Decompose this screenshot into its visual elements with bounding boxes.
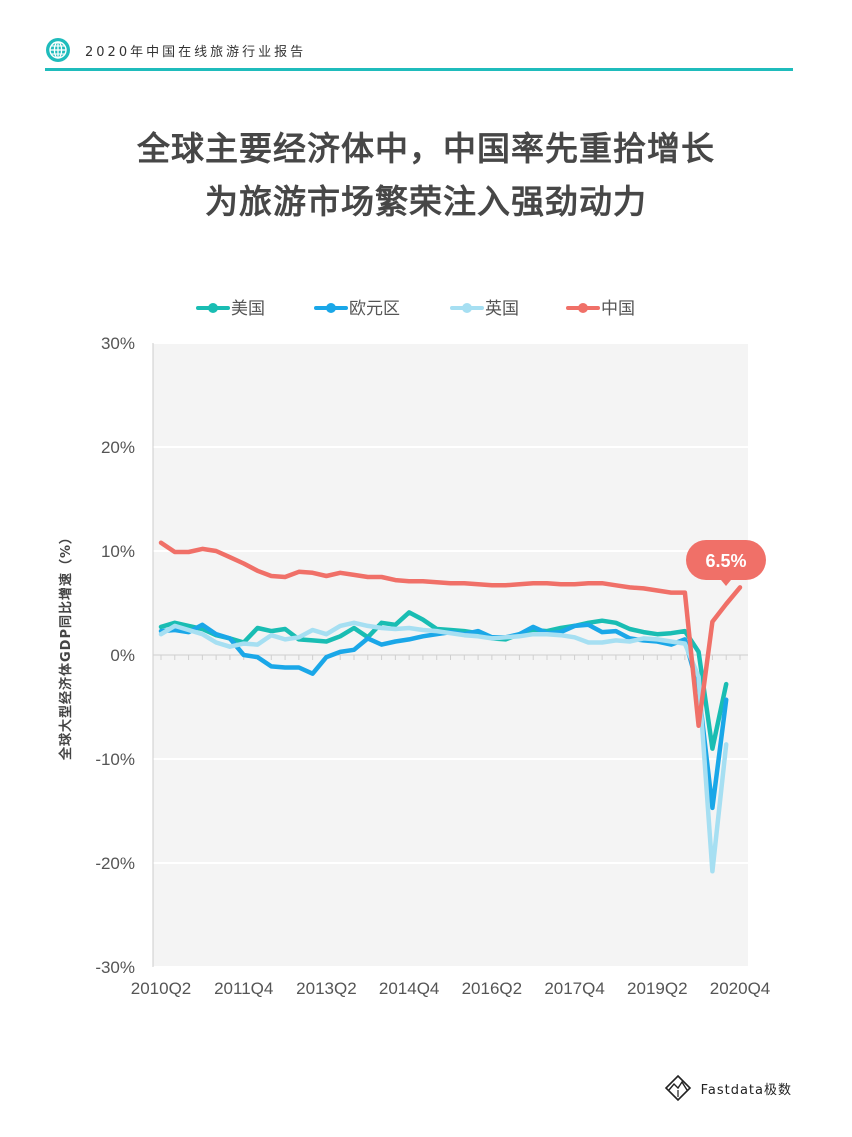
series-line [158, 540, 743, 728]
globe-icon [46, 38, 70, 62]
fastdata-logo-icon [664, 1074, 691, 1102]
series-line [158, 620, 729, 874]
x-tick-label: 2016Q2 [462, 979, 523, 998]
legend-marker [326, 303, 336, 313]
x-tick-label: 2013Q2 [296, 979, 357, 998]
y-axis-title: 全球大型经济体GDP同比增速（%） [58, 530, 74, 761]
y-tick-label: 30% [101, 334, 135, 353]
x-tick-label: 2020Q4 [710, 979, 771, 998]
annotation-label: 6.5% [705, 551, 746, 571]
legend-label: 中国 [601, 299, 635, 319]
x-tick-label: 2014Q4 [379, 979, 440, 998]
headline-line-1: 全球主要经济体中，中国率先重拾增长 [137, 129, 715, 168]
x-tick-label: 2017Q4 [544, 979, 605, 998]
x-tick-label: 2019Q2 [627, 979, 688, 998]
y-tick-label: -10% [95, 750, 135, 769]
legend-label: 欧元区 [349, 299, 400, 319]
series-line [158, 610, 729, 751]
logo-text: Fastdata极数 [700, 1082, 792, 1098]
y-tick-label: 10% [101, 542, 135, 561]
header-divider [45, 68, 793, 71]
annotation-bubble [686, 540, 766, 580]
fastdata-logo: Fastdata极数 [663, 1073, 792, 1103]
legend-marker [578, 303, 588, 313]
legend-marker [462, 303, 472, 313]
y-tick-label: 0% [110, 646, 135, 665]
y-tick-label: -20% [95, 854, 135, 873]
y-tick-label: 20% [101, 438, 135, 457]
legend-marker [208, 303, 218, 313]
y-tick-label: -30% [95, 958, 135, 977]
report-title: 2020年中国在线旅游行业报告 [85, 44, 307, 60]
legend-label: 英国 [485, 299, 519, 319]
x-tick-label: 2010Q2 [131, 979, 192, 998]
x-tick-label: 2011Q4 [214, 979, 273, 998]
report-header: 2020年中国在线旅游行业报告 [45, 30, 306, 70]
headline-line-2: 为旅游市场繁荣注入强劲动力 [205, 182, 647, 221]
legend-label: 美国 [231, 299, 265, 319]
